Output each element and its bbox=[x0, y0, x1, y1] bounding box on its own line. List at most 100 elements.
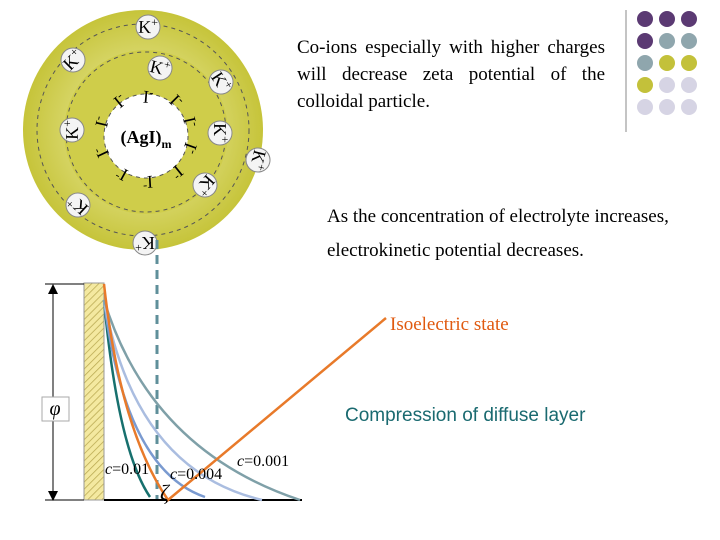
ion-symbol: I bbox=[91, 119, 112, 129]
ion-charge: + bbox=[218, 136, 232, 143]
ion-symbol: K bbox=[62, 127, 82, 141]
ion-bubble bbox=[60, 47, 86, 73]
note-concentration: As the concentration of electrolyte incr… bbox=[327, 206, 669, 261]
ion-charge: - bbox=[143, 180, 148, 194]
ion-charge: - bbox=[149, 85, 154, 99]
dot bbox=[637, 77, 653, 93]
ion: K+ bbox=[59, 44, 86, 74]
ion-charge: - bbox=[113, 89, 125, 102]
ion-charge: + bbox=[163, 57, 173, 72]
ion: K+ bbox=[135, 14, 161, 40]
ion-label: K+ bbox=[148, 54, 172, 80]
curve-c001b bbox=[102, 299, 263, 502]
ion-charge: + bbox=[254, 163, 269, 173]
dot bbox=[659, 11, 675, 27]
ions: I- I-I-I-I-I- I-I-I-I-K+K+K+K+K+K+K+K+K+K+ bbox=[59, 14, 272, 256]
dot bbox=[659, 99, 675, 115]
dot bbox=[637, 55, 653, 71]
ion-bubble bbox=[147, 55, 173, 81]
dot bbox=[637, 11, 653, 27]
ion-bubble bbox=[59, 117, 85, 143]
conc-value: =0.01 bbox=[112, 461, 149, 478]
ion: I- bbox=[142, 85, 154, 108]
dot bbox=[659, 33, 675, 49]
ion: K+ bbox=[207, 68, 237, 95]
ion-charge: - bbox=[112, 170, 122, 184]
core-subscript: m bbox=[162, 137, 172, 151]
decoration bbox=[637, 11, 697, 115]
ion-symbol: K bbox=[138, 17, 152, 37]
core bbox=[103, 93, 189, 179]
ion-charge: - bbox=[89, 147, 103, 157]
dot bbox=[659, 77, 675, 93]
ion-bubble bbox=[192, 172, 218, 198]
ion-charge: + bbox=[151, 15, 158, 29]
ion: I- bbox=[179, 115, 203, 130]
conc-label: c=0.001 bbox=[237, 453, 289, 470]
dot bbox=[659, 55, 675, 71]
conc-var: c bbox=[170, 466, 177, 483]
ion: I- bbox=[89, 114, 113, 129]
ion-charge: - bbox=[188, 120, 203, 127]
ion: K+ bbox=[147, 54, 173, 81]
ion-label: K+ bbox=[135, 233, 155, 255]
curve-isoelectric bbox=[102, 283, 387, 502]
conc-label: c=0.004 bbox=[170, 466, 222, 483]
conc-value: =0.001 bbox=[244, 453, 289, 470]
ion: K+ bbox=[62, 192, 92, 219]
core-formula: (AgI) bbox=[121, 127, 162, 148]
conc-var: c bbox=[237, 453, 244, 470]
ion-bubble bbox=[65, 192, 91, 218]
phi: φ bbox=[49, 398, 60, 420]
ion-charge: - bbox=[172, 171, 184, 184]
ion-label: K+ bbox=[210, 123, 232, 143]
curve-c001 bbox=[102, 299, 152, 498]
ion-label: K+ bbox=[138, 15, 159, 38]
compression-label: Compression of diffuse layer bbox=[345, 405, 586, 426]
ion-charge: - bbox=[91, 114, 106, 121]
conc-var: c bbox=[105, 461, 112, 478]
ion-label: I- bbox=[179, 115, 203, 130]
ion-label: K+ bbox=[246, 148, 272, 173]
zeta: ζ bbox=[160, 480, 171, 505]
dot bbox=[681, 77, 697, 93]
ion-label: K+ bbox=[60, 120, 83, 141]
ion-charge: + bbox=[135, 241, 142, 255]
ion-label: I- bbox=[89, 114, 113, 129]
dot bbox=[681, 99, 697, 115]
core-label: (AgI)m bbox=[121, 127, 172, 151]
dot bbox=[637, 99, 653, 115]
ion: K+ bbox=[59, 117, 85, 143]
curve-dilute bbox=[102, 299, 301, 502]
dot bbox=[681, 11, 697, 27]
ion: K+ bbox=[192, 171, 219, 201]
ion-bubble bbox=[207, 120, 233, 146]
isoelectric-label: Isoelectric state bbox=[390, 314, 509, 335]
phi-box bbox=[41, 396, 70, 422]
ion-charge: - bbox=[186, 148, 201, 156]
ion-symbol: K bbox=[248, 148, 271, 165]
dot bbox=[681, 33, 697, 49]
dot bbox=[681, 55, 697, 71]
note-coions: Co-ions especially with higher charges w… bbox=[297, 37, 605, 112]
ion: K+ bbox=[132, 230, 158, 256]
ion-symbol: I bbox=[142, 87, 150, 107]
ion-bubble bbox=[245, 147, 271, 173]
ion-symbol: I bbox=[179, 115, 200, 125]
ion: I- bbox=[142, 172, 154, 195]
particle-surface bbox=[83, 282, 105, 501]
ion-label: I- bbox=[142, 172, 153, 195]
ion-label: I- bbox=[142, 85, 154, 108]
conc-value: =0.004 bbox=[177, 466, 222, 483]
ion: K+ bbox=[245, 147, 272, 173]
ion-symbol: K bbox=[142, 233, 155, 253]
ion: K+ bbox=[207, 120, 233, 146]
conc-label: c=0.01 bbox=[105, 461, 149, 478]
ion-bubble bbox=[135, 14, 161, 40]
ion-symbol: K bbox=[148, 56, 165, 78]
dot bbox=[637, 33, 653, 49]
ion-charge: + bbox=[60, 120, 74, 127]
curve-c004 bbox=[102, 299, 206, 499]
